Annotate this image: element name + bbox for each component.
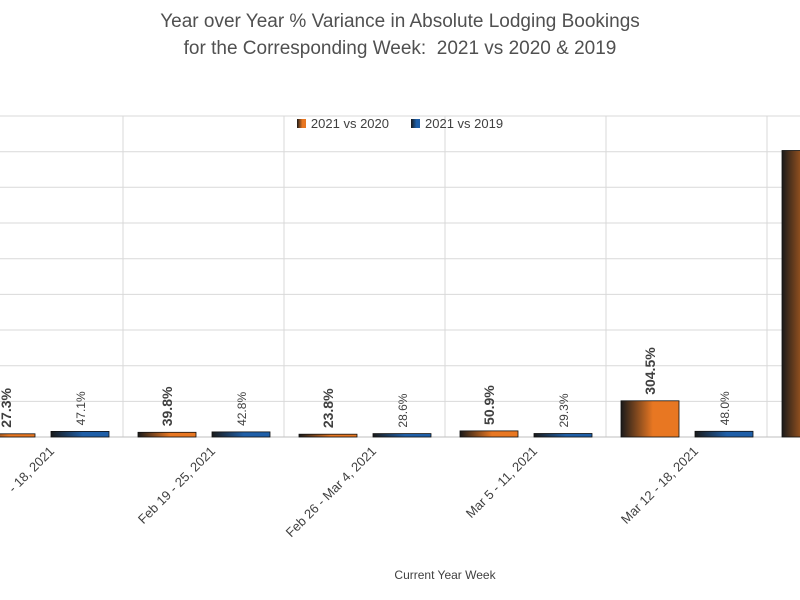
bar-2021-vs-2019 [211, 431, 271, 438]
data-label: 42.8% [235, 392, 249, 426]
bar-2021-vs-2020 [781, 150, 800, 438]
bar-2021-vs-2020 [0, 433, 36, 438]
data-label: 304.5% [642, 347, 658, 395]
bar-2021-vs-2020 [137, 431, 197, 438]
legend-item-2021-vs-2020: 2021 vs 2020 [296, 116, 389, 131]
x-tick-label: Mar 12 - 18, 2021 [618, 444, 701, 527]
bar-2021-vs-2019 [533, 433, 593, 438]
x-tick-label: Feb 19 - 25, 2021 [135, 444, 218, 527]
category-separators [122, 116, 768, 437]
data-label: 48.0% [718, 391, 732, 425]
data-label: 39.8% [159, 386, 175, 426]
legend-label-2021-vs-2019: 2021 vs 2019 [425, 116, 504, 131]
data-label: 28.6% [396, 393, 410, 427]
x-tick-label: Mar 5 - 11, 2021 [463, 444, 540, 521]
chart-title: Year over Year % Variance in Absolute Lo… [0, 8, 800, 62]
bar-2021-vs-2019 [694, 430, 754, 438]
legend-swatch-2021-vs-2019 [411, 119, 420, 128]
data-label: 29.3% [557, 393, 571, 427]
x-tick-label: Feb 26 - Mar 4, 2021 [283, 444, 379, 540]
bar-2021-vs-2020 [298, 433, 358, 438]
x-tick-labels: - 18, 2021 Feb 19 - 25, 2021 Feb 26 - Mar … [5, 444, 701, 540]
bar-2021-vs-2020 [620, 400, 680, 438]
chart-legend: 2021 vs 2020 2021 vs 2019 [0, 116, 800, 131]
chart-title-line-2: for the Corresponding Week: 2021 vs 2020… [183, 38, 617, 59]
bar-2021-vs-2020 [459, 430, 519, 438]
bars: 27.3% 39.8% 23.8% 50.9% 304.5% 47.1% 42.8% 28.6… [0, 150, 800, 438]
legend-swatch-2021-vs-2020 [296, 119, 306, 128]
legend-item-2021-vs-2019: 2021 vs 2019 [411, 116, 503, 131]
data-label: 47.1% [74, 391, 88, 425]
legend-label-2021-vs-2020: 2021 vs 2020 [310, 116, 389, 131]
data-label: 23.8% [320, 388, 336, 428]
bar-2021-vs-2019 [50, 430, 110, 438]
data-label: 27.3% [0, 388, 14, 428]
x-tick-label: - 18, 2021 [5, 444, 57, 496]
bar-2021-vs-2019 [372, 433, 432, 438]
gridlines [0, 115, 800, 402]
x-axis-title: Current Year Week [394, 568, 496, 582]
chart-title-line-1: Year over Year % Variance in Absolute Lo… [160, 11, 640, 32]
data-label: 50.9% [481, 385, 497, 425]
